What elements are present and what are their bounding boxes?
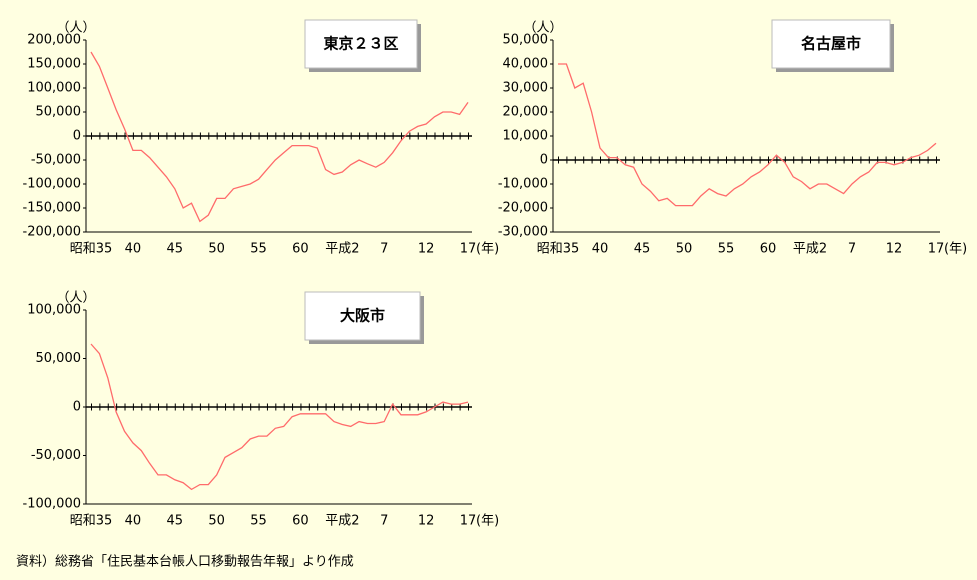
y-tick-label: 100,000 (27, 303, 81, 318)
y-tick-label: 50,000 (36, 105, 82, 120)
x-tick-label: 45 (634, 242, 651, 257)
x-tick-label: 7 (380, 514, 388, 529)
y-tick-label: -50,000 (31, 448, 81, 463)
y-tick-label: -50,000 (31, 153, 81, 168)
x-tick-label: 55 (250, 242, 267, 257)
x-tick-label: 平成2 (793, 242, 827, 257)
y-tick-label: -20,000 (498, 201, 548, 216)
x-unit: (年) (476, 514, 499, 529)
y-tick-label: 0 (73, 400, 81, 415)
x-tick-label: 17 (460, 242, 477, 257)
x-tick-label: 昭和35 (70, 242, 113, 257)
y-unit: （人） (523, 21, 562, 36)
x-tick-label: 12 (418, 242, 435, 257)
y-tick-label: 150,000 (27, 57, 81, 72)
chart-title: 大阪市 (340, 307, 385, 325)
y-tick-label: -150,000 (23, 201, 81, 216)
y-tick-label: 50,000 (503, 33, 549, 48)
y-tick-label: -30,000 (498, 225, 548, 240)
x-tick-label: 昭和35 (70, 514, 113, 529)
x-tick-label: 40 (592, 242, 609, 257)
x-tick-label: 平成2 (325, 514, 359, 529)
x-unit: (年) (476, 242, 499, 257)
chart-title: 名古屋市 (801, 35, 861, 53)
x-unit: (年) (944, 242, 967, 257)
x-tick-label: 7 (848, 242, 856, 257)
x-tick-label: 17 (928, 242, 945, 257)
x-tick-label: 50 (676, 242, 693, 257)
source-note: 資料）総務省「住民基本台帳人口移動報告年報」より作成 (16, 555, 354, 570)
data-line (558, 63, 937, 207)
x-tick-label: 40 (125, 242, 142, 257)
y-tick-label: 50,000 (36, 351, 82, 366)
x-tick-label: 7 (380, 242, 388, 257)
x-tick-label: 45 (167, 514, 184, 529)
y-tick-label: 20,000 (503, 105, 549, 120)
title-box (304, 291, 421, 341)
x-tick-label: 17 (460, 514, 477, 529)
y-tick-label: 0 (540, 153, 548, 168)
data-line (90, 343, 469, 491)
x-tick-label: 50 (208, 514, 225, 529)
y-tick-label: 200,000 (27, 33, 81, 48)
x-tick-label: 55 (718, 242, 735, 257)
x-tick-label: 40 (125, 514, 142, 529)
y-tick-label: -200,000 (23, 225, 81, 240)
y-unit: （人） (56, 21, 95, 36)
y-tick-label: -10,000 (498, 177, 548, 192)
x-tick-label: 45 (167, 242, 184, 257)
y-tick-label: 0 (73, 129, 81, 144)
y-unit: （人） (56, 291, 95, 306)
y-tick-label: -100,000 (23, 177, 81, 192)
x-tick-label: 60 (760, 242, 777, 257)
x-tick-label: 平成2 (325, 242, 359, 257)
x-tick-label: 55 (250, 514, 267, 529)
x-tick-label: 昭和35 (537, 242, 580, 257)
y-tick-label: 40,000 (503, 57, 549, 72)
y-tick-label: 30,000 (503, 81, 549, 96)
x-tick-label: 60 (292, 242, 309, 257)
title-box (771, 19, 891, 69)
y-tick-label: 10,000 (503, 129, 549, 144)
y-tick-label: 100,000 (27, 81, 81, 96)
y-tick-label: -100,000 (23, 497, 81, 512)
x-tick-label: 60 (292, 514, 309, 529)
data-line (90, 51, 469, 223)
x-tick-label: 50 (208, 242, 225, 257)
x-tick-label: 12 (886, 242, 903, 257)
title-box (304, 19, 418, 69)
x-tick-label: 12 (418, 514, 435, 529)
chart-title: 東京２３区 (323, 35, 398, 53)
